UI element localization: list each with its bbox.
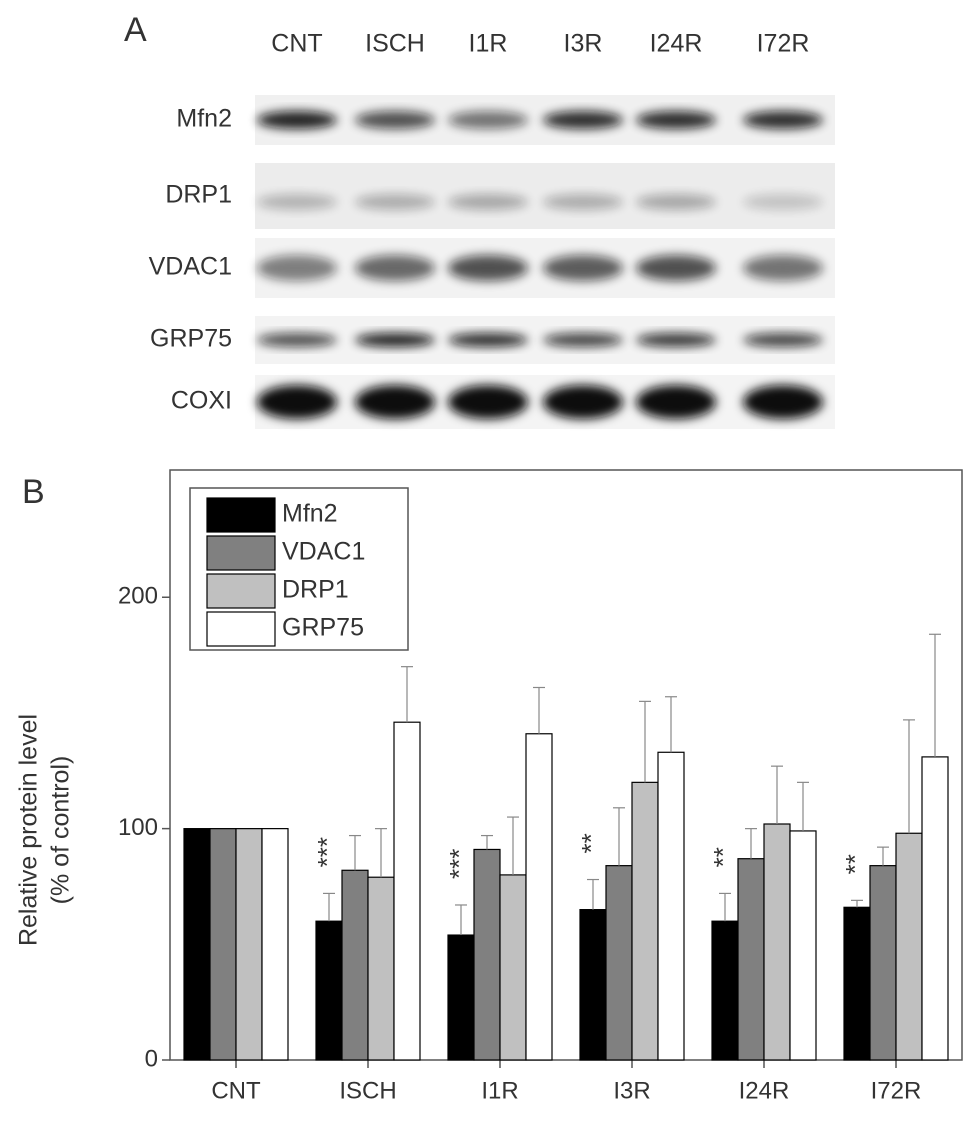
y-label-line: Relative protein level xyxy=(15,714,43,946)
blot-band xyxy=(543,111,623,129)
x-tick-label: I1R xyxy=(481,1077,518,1104)
legend-label: Mfn2 xyxy=(282,500,338,528)
protein-label: VDAC1 xyxy=(149,253,232,281)
blot-band xyxy=(743,333,823,347)
panel-label: A xyxy=(124,11,147,49)
bar xyxy=(315,920,343,1061)
lane-label: I1R xyxy=(469,30,508,58)
bar xyxy=(183,828,211,1061)
significance: *** xyxy=(444,849,474,879)
bar xyxy=(525,733,553,1061)
blot-band xyxy=(257,255,337,281)
lane-label: CNT xyxy=(271,30,322,58)
bar xyxy=(763,823,791,1061)
bar xyxy=(579,909,607,1061)
legend-swatch xyxy=(206,497,276,533)
blot-band xyxy=(636,194,716,210)
blot-band xyxy=(355,255,435,281)
significance: ** xyxy=(708,847,738,867)
legend-label: GRP75 xyxy=(282,614,364,642)
blot-band xyxy=(743,385,823,419)
blot-band xyxy=(543,255,623,281)
y-tick-label: 200 xyxy=(118,583,158,610)
significance: *** xyxy=(312,837,342,867)
bar xyxy=(657,751,685,1061)
lane-label: I72R xyxy=(757,30,810,58)
bar xyxy=(341,869,369,1061)
bar xyxy=(737,858,765,1061)
lane-label: ISCH xyxy=(365,30,425,58)
significance: ** xyxy=(840,854,870,874)
bar xyxy=(235,828,263,1061)
protein-label: GRP75 xyxy=(150,325,232,353)
x-tick-label: ISCH xyxy=(339,1077,396,1104)
blot-band xyxy=(636,385,716,419)
panel-label: B xyxy=(22,473,45,511)
blot-band xyxy=(743,255,823,281)
legend-label: DRP1 xyxy=(282,576,349,604)
y-label-line: (% of control) xyxy=(47,756,75,905)
bar xyxy=(789,830,817,1061)
protein-label: DRP1 xyxy=(165,181,232,209)
bar xyxy=(393,721,421,1061)
x-tick-label: I24R xyxy=(739,1077,790,1104)
legend-label: VDAC1 xyxy=(282,538,365,566)
blot-strip xyxy=(255,163,835,229)
blot-band xyxy=(448,255,528,281)
bar xyxy=(921,756,949,1061)
bar xyxy=(843,906,871,1061)
blot-band xyxy=(543,333,623,347)
legend: Mfn2 VDAC1 DRP1 GRP75 xyxy=(189,487,409,651)
legend-swatch xyxy=(206,573,276,609)
blot-band xyxy=(257,385,337,419)
blot-band xyxy=(743,111,823,129)
protein-label: COXI xyxy=(171,387,232,415)
bar xyxy=(711,920,739,1061)
bar xyxy=(473,848,501,1061)
blot-band xyxy=(636,255,716,281)
lane-label: I24R xyxy=(650,30,703,58)
blot-band xyxy=(636,111,716,129)
bar xyxy=(869,865,897,1061)
significance: ** xyxy=(576,833,606,853)
x-tick-label: I72R xyxy=(871,1077,922,1104)
blot-band xyxy=(636,333,716,347)
blot-band xyxy=(448,194,528,210)
y-tick-label: 100 xyxy=(118,814,158,841)
plot-frame xyxy=(169,469,963,1061)
bar xyxy=(367,876,395,1061)
bar xyxy=(631,781,659,1061)
bar xyxy=(605,865,633,1061)
blot-band xyxy=(257,194,337,210)
blot-band xyxy=(257,333,337,347)
blot-band xyxy=(448,111,528,129)
blot-band xyxy=(355,111,435,129)
blot-band xyxy=(257,111,337,129)
blot-band xyxy=(448,333,528,347)
legend-swatch xyxy=(206,535,276,571)
bar xyxy=(209,828,237,1061)
protein-label: Mfn2 xyxy=(176,105,232,133)
y-tick-label: 0 xyxy=(145,1045,158,1072)
legend-swatch xyxy=(206,611,276,647)
blot-band xyxy=(448,385,528,419)
y-axis-label: Relative protein level (% of control) xyxy=(15,714,75,946)
bar xyxy=(261,828,289,1061)
x-tick-label: CNT xyxy=(211,1077,261,1104)
blot-band xyxy=(355,385,435,419)
lane-label: I3R xyxy=(564,30,603,58)
blot-band xyxy=(355,194,435,210)
bar xyxy=(499,874,527,1061)
blot-band xyxy=(543,385,623,419)
x-tick-label: I3R xyxy=(613,1077,650,1104)
bar xyxy=(447,934,475,1061)
blot-band xyxy=(743,194,823,210)
blot-band xyxy=(355,333,435,347)
bar xyxy=(895,832,923,1061)
blot-band xyxy=(543,194,623,210)
